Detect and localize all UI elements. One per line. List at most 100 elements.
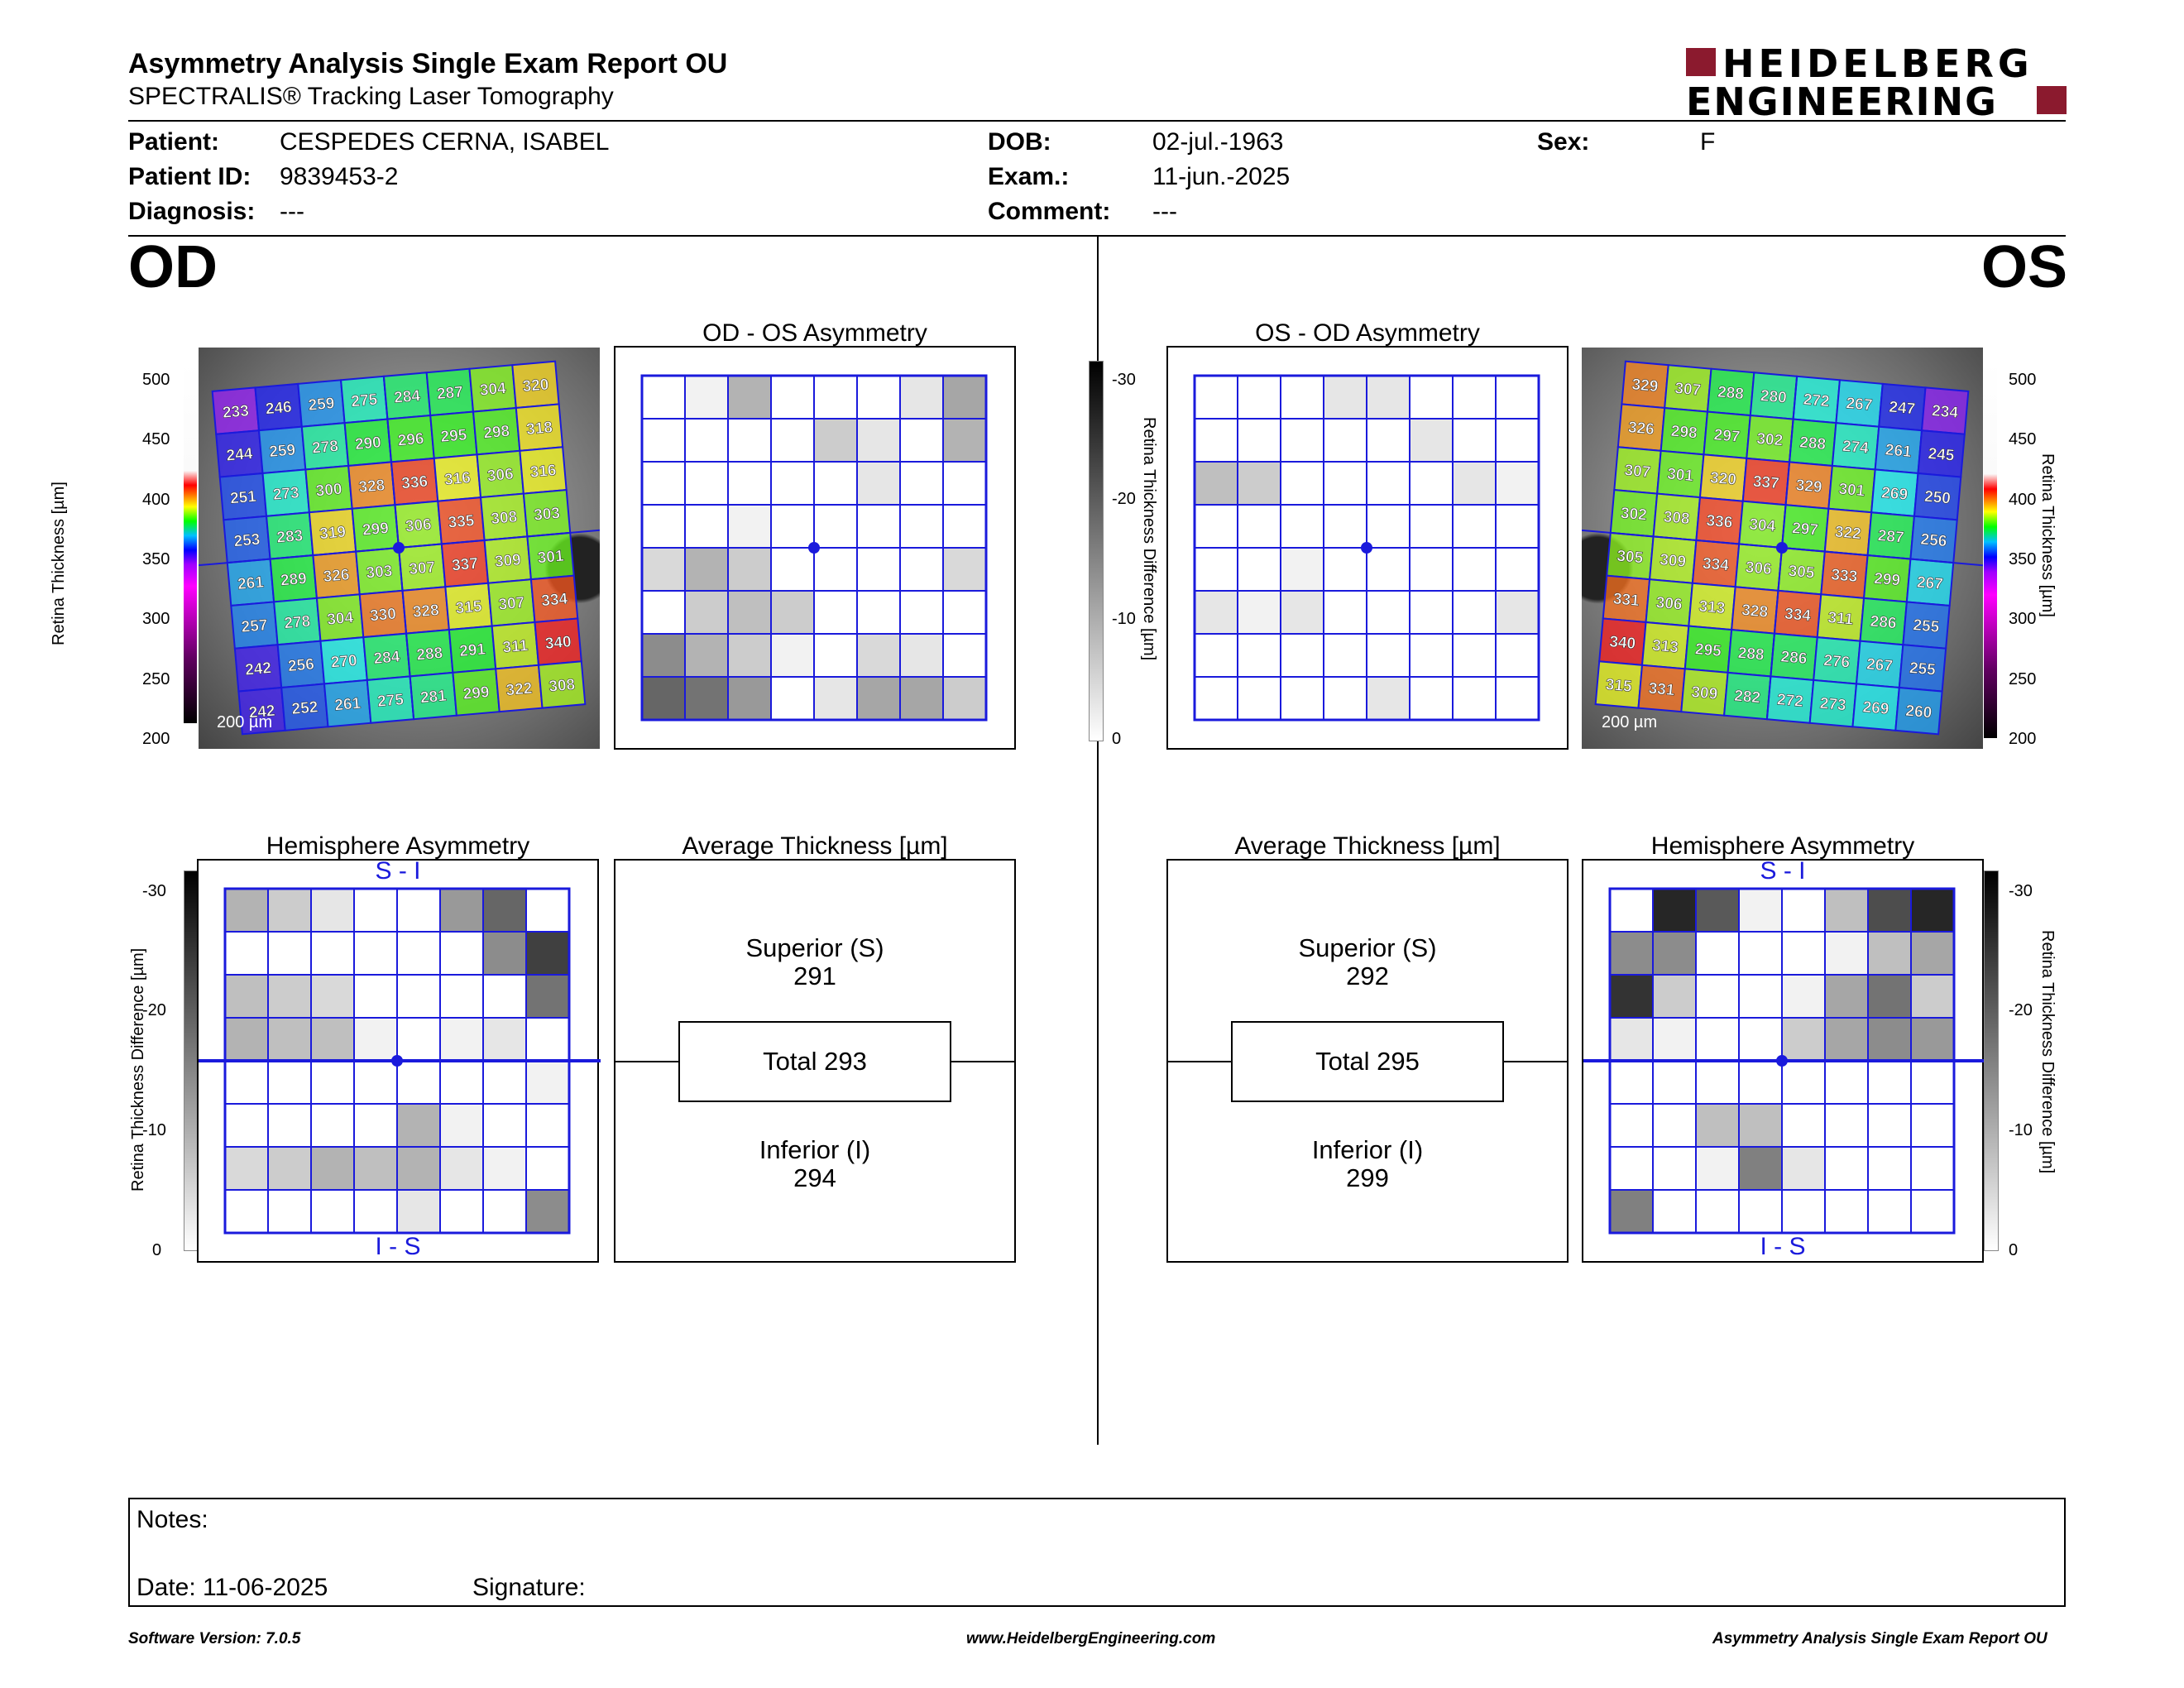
od-hemi-cell (525, 888, 570, 933)
os-asym-cell (1409, 375, 1454, 420)
od-hemi-cell (396, 1189, 441, 1234)
od-thickness-cell-value: 316 (529, 462, 557, 482)
od-thickness-cell-value: 296 (397, 430, 424, 450)
od-thickness-cell-value: 315 (455, 598, 483, 618)
od-hemi-cell (439, 1146, 484, 1191)
od-asym-cell (813, 461, 858, 506)
od-hemi-cell (396, 888, 441, 933)
od-asym-cell (942, 547, 987, 592)
os-thickness-cell-value: 313 (1698, 598, 1726, 618)
od-thickness-grid-group: 233 246 259 275 284 287 304 320 244 259 278 290 296 2… (199, 360, 600, 736)
od-hemi-cell (224, 931, 269, 976)
os-asym-cell (1323, 418, 1367, 463)
os-hemi-cell (1781, 1103, 1826, 1148)
od-hemi-cell (224, 888, 269, 933)
od-thickness-cell-value: 304 (479, 380, 507, 400)
od-hemi-cell (482, 1017, 527, 1062)
os-asym-cell (1366, 547, 1410, 592)
center-divider (1097, 237, 1099, 1445)
os-thickness-cell-value: 331 (1612, 590, 1640, 610)
od-hemi-cell (482, 888, 527, 933)
os-asym-cell (1366, 461, 1410, 506)
od-thickness-cell-value: 275 (351, 391, 379, 411)
footer-software-version: Software Version: 7.0.5 (128, 1630, 301, 1647)
od-thickness-fovea-dot (393, 542, 405, 554)
od-asym-cell (856, 504, 901, 549)
od-asym-cell (727, 547, 772, 592)
os-asym-cell (1194, 633, 1238, 678)
middle-diff-axis-label: Retina Thickness Difference [µm] (1140, 417, 1158, 661)
od-hemi-cell (353, 974, 398, 1019)
od-asym-cell (770, 676, 815, 721)
od-inferior-value: 294 (793, 1163, 836, 1192)
od-thickness-cell-value: 306 (486, 466, 514, 486)
od-hemi-cell (310, 931, 355, 976)
od-asym-cell (942, 375, 987, 420)
od-hemi-cell (267, 931, 312, 976)
os-hemi-cell (1652, 1146, 1697, 1191)
os-hemi-diff-colorbar (1984, 870, 1999, 1251)
od-hemi-cell (353, 1146, 398, 1191)
od-thickness-cell-value: 246 (265, 399, 292, 419)
os-hemi-tick-30: -30 (2009, 882, 2033, 900)
os-asym-cell (1366, 633, 1410, 678)
od-thickness-cell-value: 278 (284, 613, 311, 633)
od-hemi-cell (224, 1103, 269, 1148)
os-hemi-title: Hemisphere Asymmetry (1650, 832, 1915, 860)
od-thickness-cell-value: 290 (354, 434, 381, 453)
od-thickness-cell-value: 307 (409, 559, 436, 578)
logo-line1: HEIDELBERG (1722, 41, 2033, 86)
od-asym-cell (684, 461, 729, 506)
od-asym-cell (770, 633, 815, 678)
middle-diff-tick-0: 0 (1112, 730, 1122, 748)
od-thickness-cell-value: 303 (366, 563, 393, 583)
os-thickness-cell-value: 298 (1670, 423, 1698, 443)
os-asym-cell (1280, 590, 1324, 635)
os-asym-cell (1452, 418, 1497, 463)
od-thickness-cell-value: 278 (311, 438, 338, 458)
od-thickness-cell-value: 257 (241, 616, 268, 636)
os-asym-cell (1409, 461, 1454, 506)
os-thickness-cell-value: 302 (1756, 430, 1784, 450)
os-hemi-cell (1652, 974, 1697, 1019)
od-thickness-cell-value: 299 (362, 520, 389, 539)
os-hemi-cell (1781, 931, 1826, 976)
os-asym-cell (1495, 633, 1540, 678)
os-thickness-cell-value: 337 (1752, 473, 1779, 493)
dob-label: DOB: (988, 128, 1051, 156)
od-thickness-cell-value: 326 (323, 566, 350, 586)
os-thickness-cell-value: 250 (1923, 488, 1951, 508)
od-asym-panel (614, 346, 1016, 750)
od-asym-cell (813, 375, 858, 420)
os-asym-cell (1280, 418, 1324, 463)
os-hemi-cell (1824, 1146, 1869, 1191)
os-asym-cell (1409, 676, 1454, 721)
od-thickness-cell-value: 309 (494, 551, 521, 571)
os-thickness-cell-value: 267 (1916, 573, 1943, 593)
os-hemi-cell (1609, 1017, 1654, 1062)
os-thickness-cell-value: 336 (1706, 512, 1733, 532)
od-thickness-tick-450: 450 (142, 430, 170, 448)
od-asym-cell (641, 375, 686, 420)
os-thickness-cell-value: 308 (1663, 508, 1690, 528)
od-hemi-cell (353, 1017, 398, 1062)
od-hemi-cell (267, 1103, 312, 1148)
od-thickness-cell-value: 287 (436, 384, 463, 404)
od-hemi-cell (396, 1017, 441, 1062)
od-hemi-grid (199, 887, 601, 1235)
os-asym-cell (1409, 504, 1454, 549)
od-asym-cell (942, 676, 987, 721)
od-hemi-cell (439, 1017, 484, 1062)
os-asym-cell (1280, 633, 1324, 678)
od-fundus-image: 233 246 259 275 284 287 304 320 244 259 278 290 296 2… (199, 348, 600, 749)
os-thickness-cell-value: 267 (1866, 655, 1893, 675)
os-hemi-cell (1910, 1103, 1955, 1148)
od-asym-cell (727, 461, 772, 506)
os-thickness-cell-value: 256 (1920, 531, 1947, 551)
od-avg-panel: Superior (S) 291 Total 293 Inferior (I) … (614, 859, 1016, 1263)
os-hemi-cell (1609, 1189, 1654, 1234)
od-hemi-cell (267, 1060, 312, 1105)
os-asym-cell (1237, 418, 1281, 463)
od-hemi-cell (525, 1060, 570, 1105)
od-asym-fovea-dot (808, 542, 820, 554)
